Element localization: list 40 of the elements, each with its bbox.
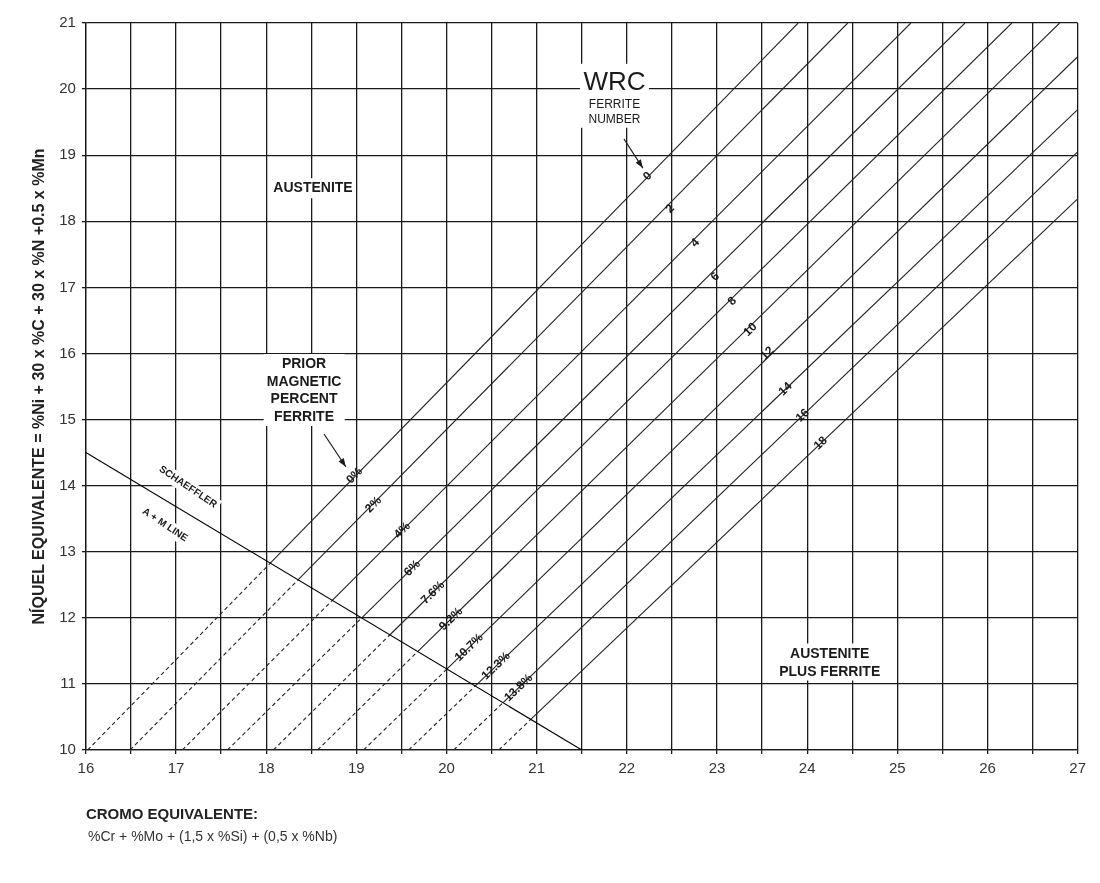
annotation: 10 [740,319,760,339]
y-tick-label: 17 [59,277,76,295]
text: %Cr + %Mo + (1,5 x %Si) + (0,5 x %Nb) [88,828,339,844]
x-tick-label: 18 [257,759,275,777]
x-tick-label: 27 [1069,759,1086,777]
annotation: PRIOR MAGNETIC PERCENT FERRITE [266,355,342,424]
annotation: AUSTENITE PLUS FERRITE [779,644,881,679]
x-tick-label: 26 [979,759,996,777]
x-tick-label: 23 [708,759,726,777]
annotation: 2% [361,493,385,516]
annotation: WRC FERRITE NUMBER [583,64,646,127]
x-axis-title: CROMO EQUIVALENTE: [85,805,259,823]
annotation: 6% [400,556,424,579]
y-tick-label: 12 [59,607,76,625]
y-tick-label: 11 [60,674,76,692]
annotation: 0 [639,168,655,184]
annotation: 8 [724,293,740,309]
annotation: 14 [775,378,795,399]
y-tick-label: 21 [59,13,76,31]
annotation: 18 [810,432,831,453]
y-tick-label: 18 [59,211,76,229]
x-tick-label: 19 [348,759,365,777]
x-tick-label: 16 [77,759,95,777]
y-tick-label: 19 [59,145,76,163]
x-tick-label: 21 [528,759,546,777]
x-tick-label: 24 [798,759,816,777]
x-tick-label: 22 [618,759,636,777]
x-tick-label: 17 [167,759,185,777]
y-axis-title: NÍQUEL EQUIVALENTE = %Ni + 30 x %C + 30 x %N +0.5 x %Mn [29,148,48,625]
x-tick-label: 20 [438,759,455,777]
x-tick-label: 25 [888,759,906,777]
annotation: 4 [687,235,703,250]
y-tick-label: 13 [59,541,76,559]
y-tick-label: 15 [59,409,76,427]
annotation: 0% [343,463,366,487]
y-tick-label: 20 [59,79,76,97]
y-tick-label: 10 [59,740,76,758]
annotation: AUSTENITE [273,179,353,196]
y-tick-label: 16 [59,343,76,361]
y-tick-label: 14 [59,475,76,493]
